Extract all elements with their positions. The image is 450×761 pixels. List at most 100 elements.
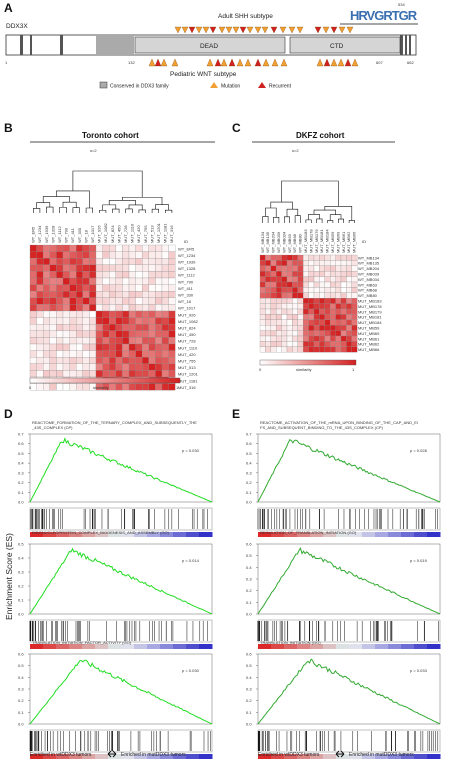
heatmap-cell xyxy=(69,258,77,265)
heatmap-cell xyxy=(286,335,293,342)
heatmap-cell xyxy=(115,244,123,252)
heatmap-cell xyxy=(142,370,149,378)
row-label: WT_1939 xyxy=(178,259,196,264)
heatmap-cell xyxy=(346,303,352,310)
heatmap-cell xyxy=(303,271,309,277)
heatmap-cell xyxy=(43,291,50,298)
gsea-barcode-frame xyxy=(257,729,441,753)
rank-color-segment xyxy=(199,644,213,649)
wnt-mutation-triangle xyxy=(351,58,359,67)
heatmap-cell xyxy=(340,303,347,310)
heatmap-cell xyxy=(297,346,304,353)
heatmap-cell xyxy=(76,271,83,279)
heatmap-cell xyxy=(115,258,123,265)
heatmap-cell xyxy=(95,357,103,364)
heatmap-cell xyxy=(168,343,176,351)
heatmap-cell xyxy=(292,260,298,266)
heatmap-cell xyxy=(102,244,110,252)
heatmap-cell xyxy=(319,276,325,283)
y-tick-label: 0.3 xyxy=(246,687,252,692)
heatmap-cell xyxy=(102,324,110,331)
heatmap-cell xyxy=(142,363,149,371)
heatmap-cell xyxy=(168,337,176,345)
gsea-p-value: p = 0.014 xyxy=(182,558,200,563)
dendrogram-branch xyxy=(56,190,90,209)
rank-color-segment xyxy=(388,532,402,537)
heatmap-cell xyxy=(36,277,44,285)
heatmap-cell xyxy=(56,277,64,285)
heatmap-cell xyxy=(62,258,70,265)
enrichment-curve xyxy=(29,437,213,503)
dendrogram-branch xyxy=(59,206,67,213)
heatmap-cell xyxy=(276,341,282,347)
heatmap-cell xyxy=(330,346,336,353)
wnt-mutation-markers xyxy=(148,58,359,67)
rank-color-segment xyxy=(427,644,441,649)
y-tick-label: 0.4 xyxy=(18,556,24,561)
heatmap-cell xyxy=(292,341,298,347)
heatmap-cell xyxy=(148,258,156,265)
heatmap-cell xyxy=(276,330,282,337)
heatmap-cell xyxy=(142,337,149,345)
wnt-mutation-triangle xyxy=(280,58,288,67)
heatmap-cell xyxy=(89,258,97,265)
wnt-mutation-triangle xyxy=(154,58,162,67)
heatmap-cell xyxy=(281,281,288,288)
heatmap-cell xyxy=(346,330,352,337)
panel-c-letter: C xyxy=(232,121,241,135)
heatmap-cell xyxy=(346,346,352,353)
heatmap-cell xyxy=(335,346,342,353)
wnt-mutation-triangle xyxy=(206,58,214,67)
heatmap-cell xyxy=(259,346,266,353)
panel-c-dendrogram xyxy=(262,180,355,223)
heatmap-cell xyxy=(303,276,309,283)
heatmap-cell xyxy=(259,314,266,320)
row-label: WT_ER5 xyxy=(178,246,195,251)
heatmap-cell xyxy=(49,310,57,318)
heatmap-cell xyxy=(69,284,77,292)
heatmap-cell xyxy=(324,314,331,320)
heatmap-cell xyxy=(303,298,309,304)
heatmap-cell xyxy=(281,271,288,277)
dead-domain-label: DEAD xyxy=(200,43,218,50)
rank-color-segment xyxy=(297,754,311,759)
heatmap-cell xyxy=(109,383,116,391)
heatmap-cell xyxy=(142,291,149,298)
heatmap-cell xyxy=(286,287,293,293)
gsea-plot-frame xyxy=(257,653,441,725)
heatmap-cell xyxy=(168,264,176,272)
rank-color-segment xyxy=(43,644,57,649)
heatmap-cell xyxy=(297,292,304,299)
heatmap-cell xyxy=(62,297,70,305)
heatmap-cell xyxy=(276,319,282,326)
heatmap-cell xyxy=(265,308,271,315)
heatmap-cell xyxy=(82,330,90,338)
row-label: MUT_1181 xyxy=(178,378,198,383)
heatmap-cell xyxy=(346,276,352,283)
heatmap-cell xyxy=(351,325,358,331)
heatmap-cell xyxy=(76,343,83,351)
heatmap-cell xyxy=(29,284,37,292)
heatmap-cell xyxy=(161,317,169,325)
shh-mutation-triangle xyxy=(174,26,182,34)
heatmap-cell xyxy=(115,330,123,338)
heatmap-cell xyxy=(335,325,342,331)
heatmap-cell xyxy=(161,370,169,378)
heatmap-cell xyxy=(128,244,136,252)
heatmap-cell xyxy=(148,330,156,338)
heatmap-cell xyxy=(36,251,44,259)
heatmap-cell xyxy=(115,383,123,391)
heatmap-cell xyxy=(95,264,103,272)
heatmap-cell xyxy=(62,337,70,345)
shh-mutation-triangle xyxy=(346,26,354,34)
shh-mutation-triangle xyxy=(218,26,226,34)
heatmap-cell xyxy=(308,303,315,310)
heatmap-cell xyxy=(62,350,70,358)
heatmap-cell xyxy=(43,264,50,272)
heatmap-cell xyxy=(161,383,169,391)
heatmap-cell xyxy=(155,363,163,371)
heatmap-cell xyxy=(128,291,136,298)
heatmap-cell xyxy=(297,308,304,315)
heatmap-cell xyxy=(122,251,130,259)
heatmap-cell xyxy=(115,370,123,378)
